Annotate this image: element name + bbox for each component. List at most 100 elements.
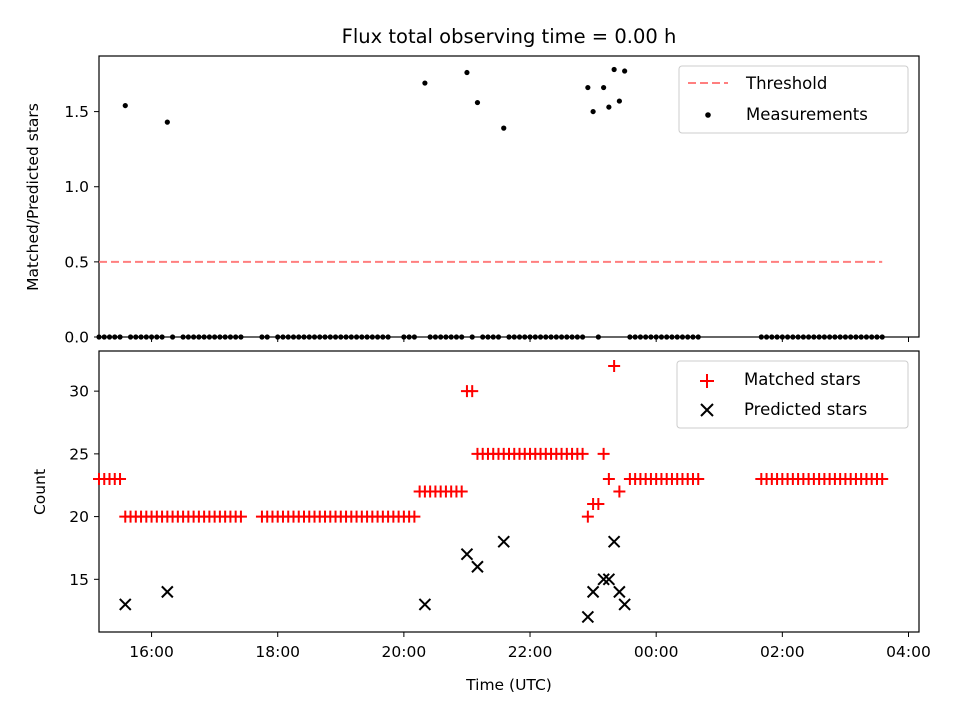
- bottom-y-tick-label: 30: [69, 383, 89, 401]
- top-y-tick-label: 0.5: [64, 253, 89, 271]
- measurement-point: [280, 334, 286, 340]
- bottom-y-axis: 15 20 25 30: [69, 383, 99, 589]
- measurement-point: [848, 334, 854, 340]
- measurement-point: [858, 334, 864, 340]
- measurement-point: [564, 334, 570, 340]
- bottom-x-tick-label: 00:00: [634, 643, 679, 661]
- measurement-point: [275, 334, 281, 340]
- measurement-point: [201, 334, 207, 340]
- top-y-tick-label: 1.0: [64, 178, 89, 196]
- measurement-point: [643, 334, 649, 340]
- matched-star-marker: [613, 485, 626, 498]
- measurement-point: [763, 334, 770, 340]
- measurement-point: [579, 334, 586, 340]
- measurement-point: [459, 334, 465, 340]
- top-y-tick-label: 1.5: [64, 103, 89, 121]
- measurement-point: [558, 334, 565, 340]
- measurement-point: [601, 84, 607, 91]
- top-legend: Threshold Measurements: [678, 65, 909, 134]
- measurement-point: [879, 334, 885, 340]
- bottom-y-axis-label: Count: [31, 469, 49, 515]
- measurement-point: [432, 334, 439, 340]
- chart-title: Flux total observing time = 0.00 h: [342, 25, 677, 48]
- matched-star-marker: [466, 385, 479, 398]
- measurement-point: [127, 334, 134, 340]
- measurement-point: [96, 334, 102, 340]
- measurement-point: [422, 80, 428, 86]
- measurement-point: [774, 334, 780, 340]
- predicted-star-marker: [607, 535, 621, 548]
- measurement-point: [322, 334, 328, 340]
- measurement-point: [154, 334, 160, 340]
- measurement-point: [106, 334, 113, 340]
- predicted-star-marker: [460, 548, 474, 561]
- measurement-point: [191, 334, 197, 340]
- measurement-point: [217, 334, 223, 340]
- measurement-point: [185, 334, 191, 340]
- measurement-point: [438, 334, 444, 340]
- measurement-point: [117, 334, 123, 340]
- legend-measurements-label: Measurements: [746, 105, 868, 124]
- measurement-point: [506, 334, 512, 340]
- legend-predicted-marker: [700, 403, 714, 417]
- legend-measurements-marker: [705, 112, 711, 118]
- measurement-point: [374, 334, 381, 340]
- measurement-point: [516, 334, 523, 340]
- measurement-point: [164, 119, 170, 125]
- measurement-point: [590, 108, 596, 115]
- measurement-point: [495, 334, 502, 340]
- measurement-point: [585, 84, 591, 91]
- top-legend-box: [678, 65, 909, 134]
- bottom-x-tick-label: 16:00: [129, 643, 174, 661]
- measurement-point: [364, 334, 370, 340]
- measurement-point: [779, 334, 785, 340]
- measurement-point: [695, 334, 701, 340]
- measurement-point: [632, 334, 638, 340]
- measurement-point: [611, 66, 617, 73]
- measurement-point: [800, 334, 806, 340]
- measurement-point: [795, 334, 801, 340]
- measurement-point: [616, 98, 622, 104]
- measurement-point: [553, 334, 559, 340]
- measurement-point: [758, 334, 764, 340]
- measurement-point: [348, 334, 354, 340]
- measurement-point: [837, 334, 843, 340]
- measurement-point: [790, 334, 796, 340]
- measurement-point: [769, 334, 775, 340]
- measurement-point: [406, 334, 412, 340]
- measurement-point: [122, 102, 128, 109]
- legend-threshold-label: Threshold: [745, 74, 827, 93]
- measurement-point: [401, 334, 407, 340]
- matched-star-marker: [455, 485, 468, 498]
- matched-star-marker: [576, 447, 589, 460]
- matched-star-marker: [408, 510, 421, 523]
- measurement-point: [532, 334, 538, 340]
- measurement-point: [159, 334, 165, 340]
- bottom-plot-frame: [98, 350, 920, 633]
- matched-star-marker: [592, 498, 605, 511]
- measurement-point: [296, 334, 302, 340]
- measurement-point: [674, 334, 680, 340]
- count-panel: 15 20 25 30 16:00 18:00 20:00 22:00 00:00 02:00 0…: [31, 350, 931, 694]
- bottom-x-tick-label: 22:00: [508, 643, 553, 661]
- bottom-y-tick-label: 20: [69, 508, 89, 526]
- measurement-point: [679, 334, 686, 340]
- x-axis-label: Time (UTC): [465, 676, 552, 694]
- measurement-point: [222, 334, 228, 340]
- predicted-star-marker: [418, 598, 432, 611]
- bottom-legend-box: [676, 360, 909, 429]
- measurement-point: [332, 334, 339, 340]
- measurement-point: [448, 334, 454, 340]
- matched-star-marker: [597, 447, 610, 460]
- measurement-point: [196, 334, 202, 340]
- measurement-point: [574, 334, 580, 340]
- bottom-x-tick-label: 02:00: [760, 643, 805, 661]
- measurement-point: [690, 334, 696, 340]
- measurement-point: [453, 334, 460, 340]
- predicted-star-marker: [618, 598, 631, 611]
- matched-stars-points: [93, 360, 889, 523]
- bottom-y-tick-label: 15: [69, 571, 89, 589]
- bottom-x-tick-label: 20:00: [382, 643, 427, 661]
- ratio-panel: Flux total observing time = 0.00 h 0.00.…: [24, 25, 920, 347]
